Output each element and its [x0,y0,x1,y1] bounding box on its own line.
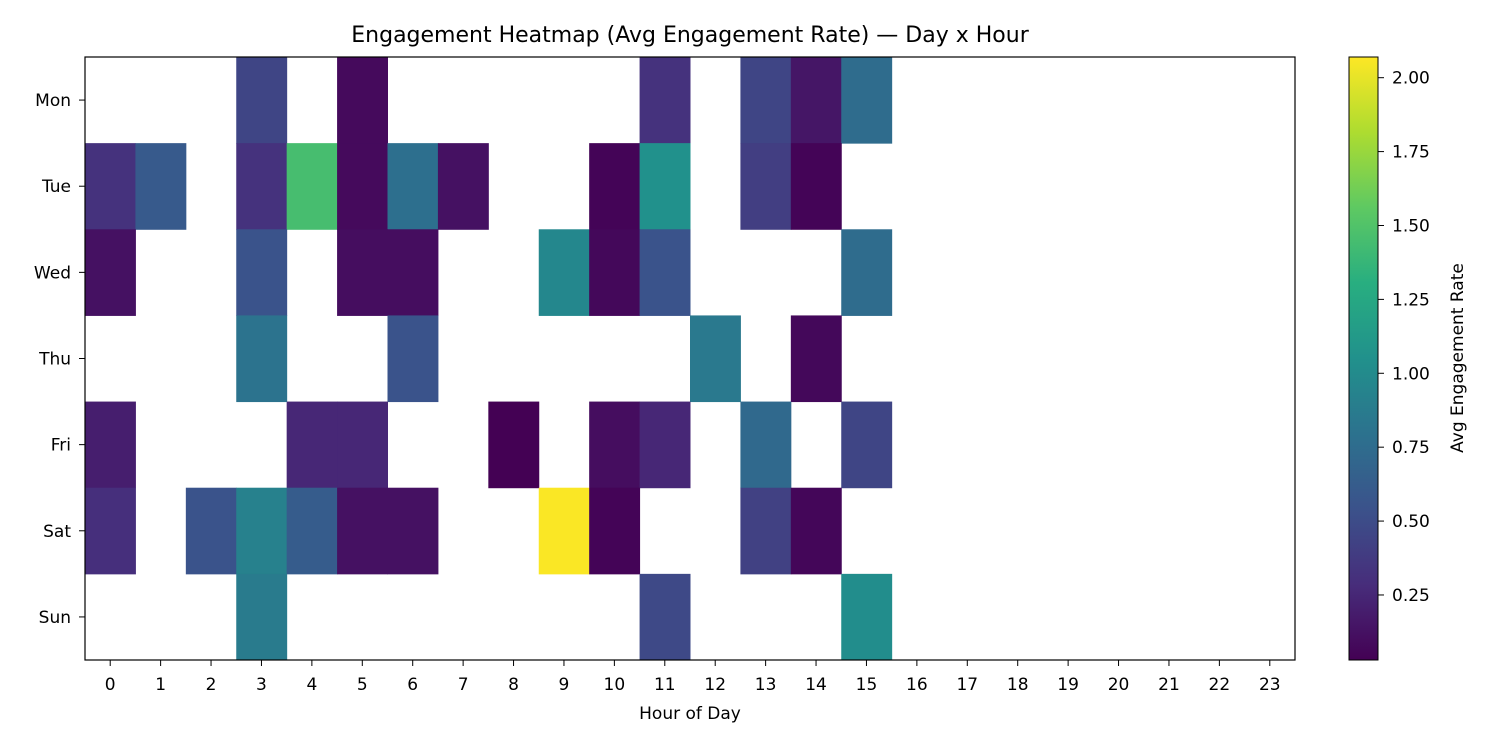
x-tick-label: 2 [206,675,217,695]
y-tick-label: Fri [51,436,71,456]
x-tick-label: 18 [1007,675,1029,695]
heatmap-cell-wed-0 [85,229,136,316]
heatmap-cell-tue-13 [740,143,792,230]
heatmap-cell-fri-15 [841,401,893,489]
y-tick-label: Mon [35,91,71,111]
x-tick-label: 11 [654,675,676,695]
x-axis: 0 1 2 3 4 5 6 7 8 9 10 11 12 13 14 15 16 17 18 19 20 21 22 23 [105,660,1281,695]
x-axis-label: Hour of Day [639,704,741,724]
heatmap-cell-tue-6 [387,143,439,230]
x-tick-label: 12 [704,675,726,695]
chart-title: Engagement Heatmap (Avg Engagement Rate)… [351,23,1029,48]
heatmap-cell-fri-5 [337,401,388,489]
heatmap-cell-fri-4 [286,401,338,489]
x-tick-label: 5 [357,675,368,695]
y-tick-label: Tue [41,177,71,197]
heatmap-cell-fri-11 [639,401,691,489]
heatmap-cell-sat-10 [589,487,641,575]
heatmap-cell-tue-4 [286,143,338,230]
x-tick-label: 20 [1108,675,1130,695]
x-tick-label: 15 [856,675,878,695]
heatmap-cell-sat-5 [337,487,388,575]
heatmap-cell-wed-11 [639,229,691,316]
heatmap-cell-fri-13 [740,401,792,489]
heatmap-cell-fri-0 [85,401,136,489]
heatmap-cell-sat-6 [387,487,439,575]
heatmap-cell-sat-2 [185,487,237,575]
colorbar-tick-label: 1.25 [1392,290,1430,310]
y-axis: Mon Tue Wed Thu Fri Sat Sun [34,91,85,628]
x-tick-label: 14 [805,675,827,695]
heatmap-cell-fri-10 [589,401,641,489]
heatmap-cell-sat-3 [236,487,288,575]
x-tick-label: 19 [1057,675,1079,695]
y-tick-label: Sun [39,608,71,628]
x-tick-label: 21 [1158,675,1180,695]
x-tick-label: 9 [559,675,570,695]
heatmap-cell-wed-9 [538,229,590,316]
x-tick-label: 22 [1209,675,1231,695]
x-tick-label: 10 [604,675,626,695]
heatmap-cell-sat-9 [538,487,590,575]
colorbar-tick-label: 1.50 [1392,216,1430,236]
heatmap-cell-tue-1 [135,143,187,230]
heatmap-cell-fri-8 [488,401,540,489]
heatmap-cell-mon-14 [790,57,842,144]
heatmap-cell-mon-3 [236,57,288,144]
heatmap-cell-tue-11 [639,143,691,230]
heatmap-cell-sat-13 [740,487,792,575]
heatmap-cell-wed-5 [337,229,388,316]
x-tick-label: 16 [906,675,928,695]
heatmap-cell-wed-10 [589,229,641,316]
heatmap-cell-thu-14 [790,315,842,403]
x-tick-label: 3 [256,675,267,695]
heatmap-cell-sat-14 [790,487,842,575]
x-tick-label: 13 [755,675,777,695]
heatmap-cell-tue-10 [589,143,641,230]
colorbar-tick-label: 1.00 [1392,364,1430,384]
y-tick-label: Wed [34,263,71,283]
heatmap-cell-tue-3 [236,143,288,230]
heatmap-cell-tue-5 [337,143,388,230]
colorbar-tick-label: 1.75 [1392,143,1430,163]
heatmap-cell-sat-4 [286,487,338,575]
heatmap-cell-wed-15 [841,229,893,316]
colorbar-label: Avg Engagement Rate [1448,263,1468,453]
heatmap-cell-thu-12 [690,315,741,403]
heatmap-cell-wed-6 [387,229,439,316]
x-tick-label: 8 [508,675,519,695]
x-tick-label: 0 [105,675,116,695]
heatmap-cell-tue-0 [85,143,136,230]
heatmap-cell-mon-13 [740,57,792,144]
heatmap-cell-mon-15 [841,57,893,144]
colorbar-tick-label: 0.50 [1392,512,1430,532]
heatmap-cell-thu-6 [387,315,439,403]
x-tick-label: 7 [458,675,469,695]
heatmap-cells [85,57,893,661]
colorbar-tick-label: 2.00 [1392,69,1430,89]
colorbar-tick-label: 0.25 [1392,586,1430,606]
x-tick-label: 4 [306,675,317,695]
heatmap-cell-wed-3 [236,229,288,316]
heatmap-cell-thu-3 [236,315,288,403]
colorbar-tick-label: 0.75 [1392,438,1430,458]
x-tick-label: 23 [1259,675,1281,695]
heatmap-cell-sun-3 [236,573,288,661]
colorbar [1348,56,1379,661]
x-tick-label: 6 [407,675,418,695]
x-tick-label: 17 [956,675,978,695]
y-tick-label: Sat [43,522,71,542]
heatmap-cell-mon-5 [337,57,388,144]
heatmap-cell-tue-7 [437,143,489,230]
heatmap-cell-sun-11 [639,573,691,661]
x-tick-label: 1 [155,675,166,695]
y-tick-label: Thu [38,350,71,370]
heatmap-cell-tue-14 [790,143,842,230]
heatmap-cell-mon-11 [639,57,691,144]
heatmap-cell-sun-15 [841,573,893,661]
colorbar-axis: 0.25 0.50 0.75 1.00 1.25 1.50 1.75 2.00 [1378,69,1430,606]
heatmap-cell-sat-0 [85,487,136,575]
